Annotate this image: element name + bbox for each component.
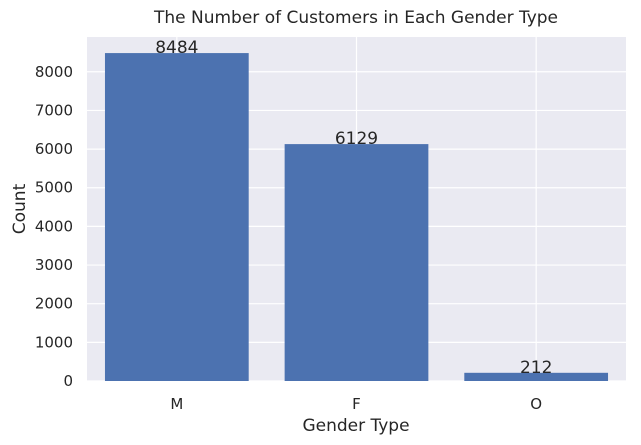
x-tick-label: F — [352, 395, 361, 413]
y-tick-label: 3000 — [35, 256, 73, 274]
data-label-o: 212 — [520, 358, 552, 378]
data-label-m: 8484 — [155, 38, 198, 58]
y-tick-label: 4000 — [35, 217, 73, 235]
bar-m — [105, 53, 249, 381]
y-tick-label: 1000 — [35, 333, 73, 351]
y-tick-label: 8000 — [35, 63, 73, 81]
data-label-f: 6129 — [335, 129, 378, 149]
bar-f — [285, 144, 429, 381]
y-tick-labels: 0 1000 2000 3000 4000 5000 6000 7000 8000 — [35, 63, 73, 390]
y-tick-label: 0 — [63, 372, 73, 390]
y-tick-label: 2000 — [35, 295, 73, 313]
x-tick-label: M — [170, 395, 183, 413]
x-axis-label: Gender Type — [302, 416, 409, 436]
x-tick-label: O — [530, 395, 542, 413]
y-tick-label: 7000 — [35, 101, 73, 119]
y-tick-label: 6000 — [35, 140, 73, 158]
chart-title: The Number of Customers in Each Gender T… — [153, 8, 558, 28]
y-tick-label: 5000 — [35, 179, 73, 197]
y-axis-label: Count — [10, 183, 30, 234]
